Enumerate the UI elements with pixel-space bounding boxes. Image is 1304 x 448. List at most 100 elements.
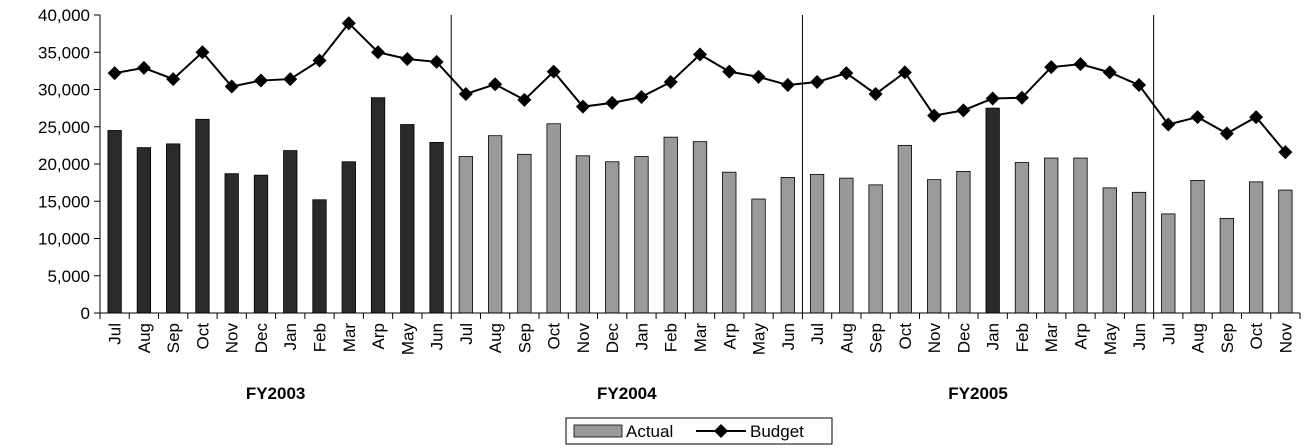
x-tick-label: Sep bbox=[515, 323, 534, 353]
x-tick-label: Mar bbox=[1042, 323, 1061, 353]
x-tick-label: Jan bbox=[281, 323, 300, 350]
marker bbox=[605, 95, 620, 110]
marker bbox=[458, 86, 473, 101]
marker bbox=[985, 91, 1000, 106]
marker bbox=[341, 16, 356, 31]
x-tick-label: Nov bbox=[223, 323, 242, 354]
x-tick-label: Feb bbox=[311, 323, 330, 352]
bar bbox=[663, 136, 678, 314]
marker bbox=[1044, 60, 1059, 75]
marker bbox=[1132, 78, 1147, 93]
marker bbox=[224, 79, 239, 94]
marker bbox=[693, 47, 707, 62]
bar bbox=[1044, 157, 1059, 314]
bar bbox=[370, 97, 386, 314]
bar bbox=[1102, 187, 1117, 314]
marker bbox=[371, 45, 386, 60]
bar bbox=[400, 124, 415, 314]
x-tick-label: Sep bbox=[867, 323, 886, 353]
bar bbox=[487, 135, 503, 314]
bar bbox=[956, 171, 971, 314]
bar bbox=[312, 199, 327, 314]
marker bbox=[136, 60, 151, 75]
bar bbox=[809, 174, 825, 314]
bar bbox=[1131, 191, 1147, 314]
x-tick-label: Mar bbox=[691, 323, 710, 353]
marker bbox=[312, 53, 327, 68]
x-tick-label: Feb bbox=[1013, 323, 1032, 352]
x-tick-label: Dec bbox=[252, 323, 271, 354]
x-tick-label: Jan bbox=[632, 323, 651, 350]
x-tick-label: Jul bbox=[106, 323, 125, 345]
y-tick-label: 5,000 bbox=[47, 267, 90, 286]
bar bbox=[605, 161, 620, 314]
bar bbox=[868, 184, 883, 314]
bar bbox=[575, 155, 591, 314]
bar bbox=[634, 156, 649, 314]
y-tick-label: 40,000 bbox=[38, 6, 90, 25]
group-label: FY2003 bbox=[246, 384, 306, 403]
x-tick-label: Aug bbox=[837, 323, 856, 353]
y-tick-label: 0 bbox=[81, 304, 90, 323]
marker bbox=[780, 78, 795, 93]
bar bbox=[1219, 217, 1234, 314]
x-tick-label: Oct bbox=[896, 323, 915, 350]
x-tick-label: Jan bbox=[984, 323, 1003, 350]
x-tick-label: Jun bbox=[428, 323, 447, 350]
marker bbox=[810, 75, 825, 90]
marker bbox=[1190, 110, 1205, 125]
bar bbox=[107, 130, 122, 314]
bar bbox=[517, 153, 532, 314]
x-tick-label: Aug bbox=[486, 323, 505, 353]
y-tick-label: 10,000 bbox=[38, 230, 90, 249]
x-tick-label: Nov bbox=[574, 323, 593, 354]
marker bbox=[488, 77, 503, 92]
bar bbox=[927, 179, 942, 314]
marker bbox=[253, 73, 268, 88]
bar bbox=[1190, 179, 1205, 314]
x-tick-label: Feb bbox=[662, 323, 681, 352]
marker bbox=[868, 86, 883, 101]
bar bbox=[751, 198, 766, 314]
y-tick-label: 35,000 bbox=[38, 43, 90, 62]
marker bbox=[429, 54, 444, 69]
x-tick-label: Jul bbox=[457, 323, 476, 345]
marker bbox=[166, 72, 181, 87]
marker bbox=[1073, 57, 1088, 72]
y-tick-label: 15,000 bbox=[38, 192, 90, 211]
marker bbox=[400, 51, 415, 66]
marker bbox=[722, 64, 737, 79]
legend-marker bbox=[714, 424, 728, 438]
marker bbox=[546, 64, 561, 79]
bar bbox=[195, 118, 210, 314]
bar bbox=[341, 161, 356, 314]
marker bbox=[517, 92, 532, 107]
marker bbox=[751, 69, 766, 84]
bar bbox=[1278, 189, 1293, 314]
bar bbox=[780, 177, 795, 314]
bar bbox=[1073, 157, 1088, 314]
x-tick-label: Nov bbox=[1276, 323, 1295, 354]
x-tick-label: Oct bbox=[1247, 323, 1266, 350]
marker bbox=[1278, 145, 1293, 160]
x-tick-label: Jun bbox=[1130, 323, 1149, 350]
marker bbox=[634, 89, 649, 104]
x-tick-label: Arp bbox=[1071, 323, 1090, 349]
legend-label: Budget bbox=[750, 422, 804, 441]
bar bbox=[458, 156, 473, 314]
marker bbox=[107, 66, 122, 81]
marker bbox=[1249, 110, 1264, 125]
bar bbox=[1248, 181, 1264, 314]
marker bbox=[283, 72, 298, 87]
bar bbox=[136, 147, 152, 314]
bar bbox=[429, 141, 444, 314]
y-tick-label: 30,000 bbox=[38, 81, 90, 100]
x-tick-label: Jul bbox=[1159, 323, 1178, 345]
marker bbox=[1161, 117, 1176, 132]
legend-swatch bbox=[573, 424, 623, 438]
bar bbox=[546, 123, 561, 314]
x-tick-label: Nov bbox=[925, 323, 944, 354]
bar bbox=[166, 143, 181, 314]
group-label: FY2005 bbox=[948, 384, 1008, 403]
x-tick-label: May bbox=[1101, 323, 1120, 356]
